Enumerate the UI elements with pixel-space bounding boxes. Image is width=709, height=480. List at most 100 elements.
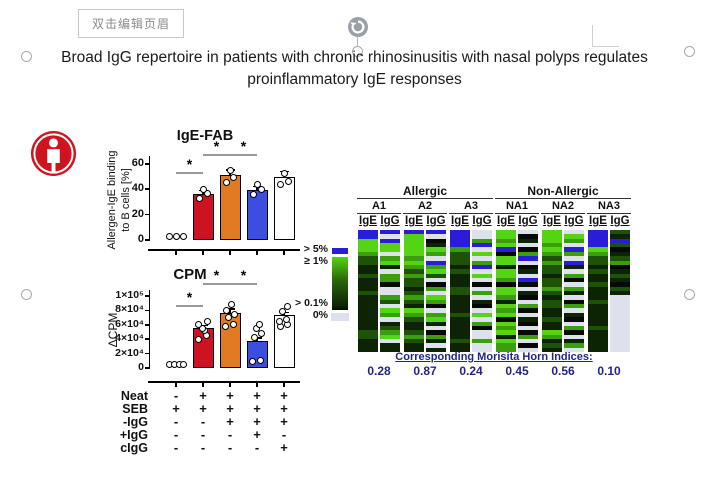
heatmap-cell bbox=[380, 343, 400, 348]
heatmap-cell bbox=[404, 304, 424, 309]
heatmap-sample-underline bbox=[449, 213, 493, 214]
data-point bbox=[255, 321, 263, 329]
heatmap-cell bbox=[358, 277, 378, 283]
heatmap-cell bbox=[380, 308, 400, 313]
heatmap-cell bbox=[588, 243, 608, 248]
heatmap-cell bbox=[472, 243, 492, 248]
condition-row-label: +IgG bbox=[119, 428, 148, 442]
heatmap-cell bbox=[472, 260, 492, 265]
condition-cell: - bbox=[173, 414, 179, 429]
rotate-icon[interactable] bbox=[347, 16, 369, 38]
heatmap-cell bbox=[588, 308, 608, 313]
heatmap-cell bbox=[450, 325, 470, 331]
header-region-corner-mark bbox=[592, 25, 619, 47]
heatmap-cell bbox=[542, 273, 562, 278]
heatmap-cell bbox=[358, 334, 378, 339]
y-axis-line bbox=[148, 290, 150, 369]
cpm-chart-title: CPM bbox=[173, 266, 207, 283]
data-point bbox=[203, 189, 211, 197]
heatmap-cell bbox=[358, 338, 378, 344]
data-point bbox=[165, 232, 173, 240]
heatmap-cell bbox=[496, 269, 516, 274]
data-point bbox=[250, 334, 258, 342]
heatmap-cell bbox=[542, 291, 562, 296]
heatmap-cell bbox=[404, 343, 424, 348]
heatmap-cell bbox=[518, 243, 538, 248]
heatmap-cell bbox=[358, 234, 378, 239]
heatmap-column-NA2-IgG bbox=[564, 230, 584, 353]
condition-row-label: SEB bbox=[122, 402, 148, 416]
heatmap-cell bbox=[404, 273, 424, 278]
heatmap-cell bbox=[472, 334, 492, 339]
selection-handle-top-left[interactable] bbox=[21, 51, 32, 62]
selection-handle-mid-left[interactable] bbox=[21, 289, 32, 300]
heatmap-cell bbox=[404, 325, 424, 331]
significance-line bbox=[203, 283, 230, 285]
heatmap-cell bbox=[450, 317, 470, 322]
y-axis-line bbox=[148, 156, 150, 241]
heatmap-cell bbox=[564, 230, 584, 235]
data-point bbox=[229, 321, 237, 329]
heatmap-cell bbox=[496, 343, 516, 348]
y-tick-label: 60 bbox=[131, 156, 144, 169]
heatmap-cell bbox=[588, 304, 608, 309]
heatmap-cell bbox=[610, 312, 630, 318]
heatmap-cell bbox=[426, 291, 446, 296]
heatmap-isotype-label: IgE bbox=[451, 215, 469, 227]
selection-handle-top-center[interactable] bbox=[352, 46, 363, 57]
selection-handle-top-right[interactable] bbox=[684, 46, 695, 57]
heatmap-cell bbox=[358, 321, 378, 326]
heatmap-cell bbox=[564, 347, 584, 353]
data-point bbox=[248, 358, 256, 366]
heatmap-column-NA2-IgE bbox=[542, 230, 562, 353]
heatmap-cell bbox=[472, 269, 492, 274]
heatmap-cell bbox=[588, 343, 608, 348]
significance-star: * bbox=[240, 267, 247, 283]
heatmap-cell bbox=[542, 299, 562, 305]
heatmap-cell bbox=[404, 260, 424, 265]
heatmap-cell bbox=[564, 243, 584, 248]
y-tick-mark bbox=[145, 213, 150, 216]
heatmap-cell bbox=[496, 286, 516, 292]
heatmap-cell bbox=[472, 230, 492, 235]
data-point bbox=[283, 302, 291, 310]
y-tick-mark bbox=[145, 324, 150, 326]
y-tick-mark bbox=[145, 188, 150, 190]
significance-line bbox=[230, 283, 257, 285]
condition-cell: - bbox=[200, 440, 206, 455]
heatmap-cell bbox=[472, 317, 492, 322]
heatmap-cell bbox=[426, 325, 446, 331]
heatmap-cell bbox=[496, 308, 516, 313]
heatmap-isotype-label: IgG bbox=[518, 215, 538, 227]
heatmap-cell bbox=[588, 282, 608, 287]
heatmap-cell bbox=[588, 260, 608, 265]
heatmap-cell bbox=[588, 347, 608, 353]
heatmap-cell bbox=[542, 247, 562, 252]
heatmap-cell bbox=[450, 334, 470, 339]
heatmap-cell bbox=[472, 234, 492, 239]
heatmap-cell bbox=[564, 325, 584, 331]
heatmap-cell bbox=[610, 291, 630, 296]
condition-cell: + bbox=[253, 388, 261, 403]
heatmap-cell bbox=[564, 343, 584, 348]
heatmap-cell bbox=[450, 286, 470, 292]
edit-header-button[interactable]: 双击编辑页眉 bbox=[78, 9, 184, 38]
heatmap-cell bbox=[404, 277, 424, 283]
error-bar bbox=[229, 308, 231, 313]
heatmap-cell bbox=[450, 308, 470, 313]
bar-orange bbox=[219, 175, 241, 240]
selection-handle-mid-right[interactable] bbox=[684, 289, 695, 300]
data-point bbox=[253, 180, 261, 188]
heatmap-cell bbox=[358, 260, 378, 265]
heatmap-cell bbox=[404, 230, 424, 235]
heatmap-cell bbox=[542, 282, 562, 287]
y-tick-label: 2×10⁴ bbox=[115, 346, 144, 359]
heatmap-cell bbox=[542, 304, 562, 309]
heatmap-cell bbox=[450, 256, 470, 261]
heatmap-cell bbox=[588, 325, 608, 331]
heatmap-sample-underline bbox=[587, 213, 631, 214]
heatmap-cell bbox=[588, 330, 608, 335]
y-tick-label: 20 bbox=[131, 207, 144, 220]
heatmap-cell bbox=[426, 334, 446, 339]
x-tick-mark bbox=[175, 381, 177, 387]
